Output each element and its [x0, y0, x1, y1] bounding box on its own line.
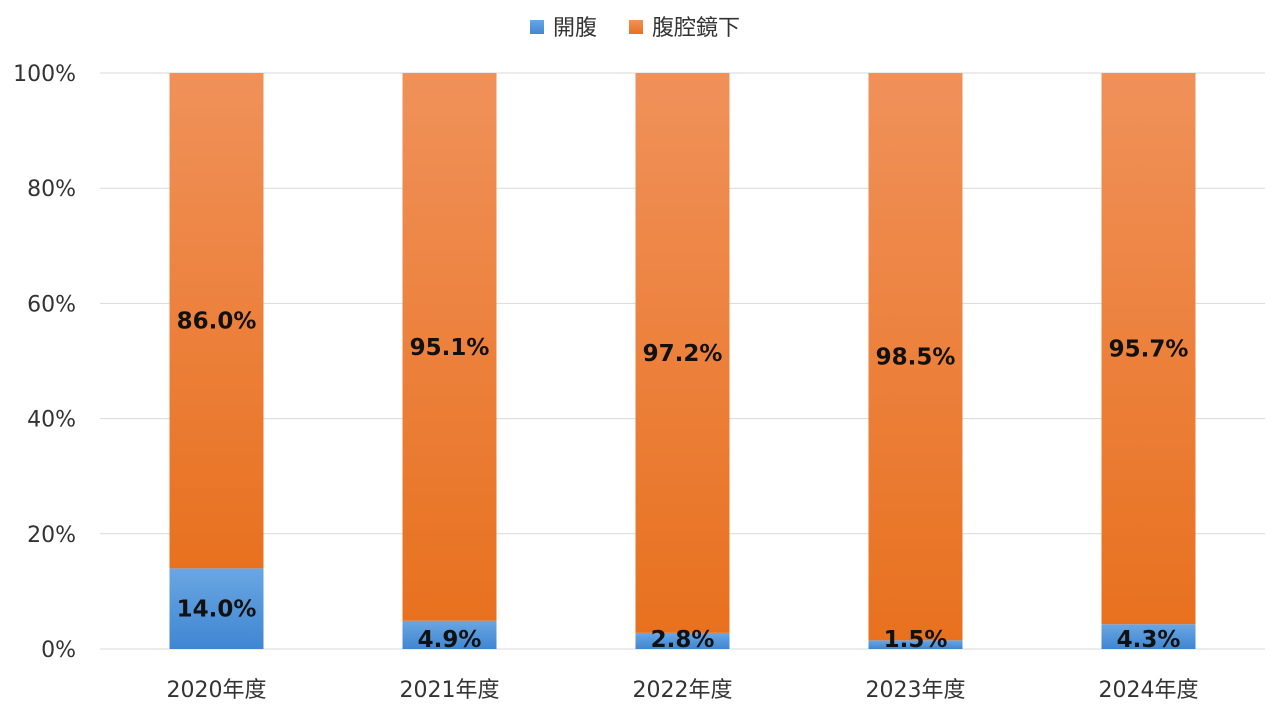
- x-category-label: 2022年度: [633, 678, 733, 703]
- y-tick-label: 80%: [27, 177, 76, 202]
- legend: 開腹 腹腔鏡下: [530, 16, 740, 41]
- x-category-label: 2020年度: [167, 678, 267, 703]
- data-label-laparoscopic: 95.1%: [410, 335, 490, 361]
- x-category-label: 2021年度: [400, 678, 500, 703]
- legend-swatch: [530, 20, 544, 34]
- data-label-open: 4.9%: [418, 627, 482, 653]
- y-tick-label: 100%: [13, 62, 76, 87]
- bar-segment-open: [635, 632, 730, 649]
- legend-label: 腹腔鏡下: [652, 16, 740, 41]
- bar-segment-laparoscopic: [868, 73, 963, 641]
- x-axis: 2020年度 2021年度 2022年度 2023年度 2024年度: [167, 678, 1199, 703]
- y-tick-label: 0%: [41, 638, 76, 663]
- data-label-laparoscopic: 97.2%: [643, 341, 723, 367]
- legend-label: 開腹: [553, 16, 597, 41]
- bar-segment-laparoscopic: [169, 73, 264, 569]
- bar-segment-laparoscopic: [402, 73, 497, 621]
- data-label-open: 14.0%: [177, 597, 257, 623]
- bar-segment-open: [868, 640, 963, 649]
- data-label-open: 1.5%: [884, 627, 948, 653]
- data-label-laparoscopic: 98.5%: [876, 345, 956, 371]
- bar-segment-open: [169, 568, 264, 649]
- y-tick-label: 60%: [27, 292, 76, 317]
- x-category-label: 2024年度: [1099, 678, 1199, 703]
- data-labels: 14.0% 86.0% 4.9% 95.1% 2.8% 97.2% 1.5% 98.5% 4.3…: [177, 309, 1189, 653]
- data-label-laparoscopic: 95.7%: [1109, 337, 1189, 363]
- y-tick-label: 40%: [27, 408, 76, 433]
- y-tick-label: 20%: [27, 523, 76, 548]
- bar-segment-open: [1101, 624, 1196, 649]
- x-category-label: 2023年度: [866, 678, 966, 703]
- data-label-open: 4.3%: [1117, 627, 1181, 653]
- y-axis: 0% 20% 40% 60% 80% 100%: [13, 62, 76, 663]
- data-label-open: 2.8%: [651, 627, 715, 653]
- bars: [169, 73, 1196, 649]
- bar-segment-open: [402, 620, 497, 649]
- bar-segment-laparoscopic: [635, 73, 730, 633]
- legend-swatch: [629, 20, 643, 34]
- data-label-laparoscopic: 86.0%: [177, 309, 257, 335]
- bar-segment-laparoscopic: [1101, 73, 1196, 625]
